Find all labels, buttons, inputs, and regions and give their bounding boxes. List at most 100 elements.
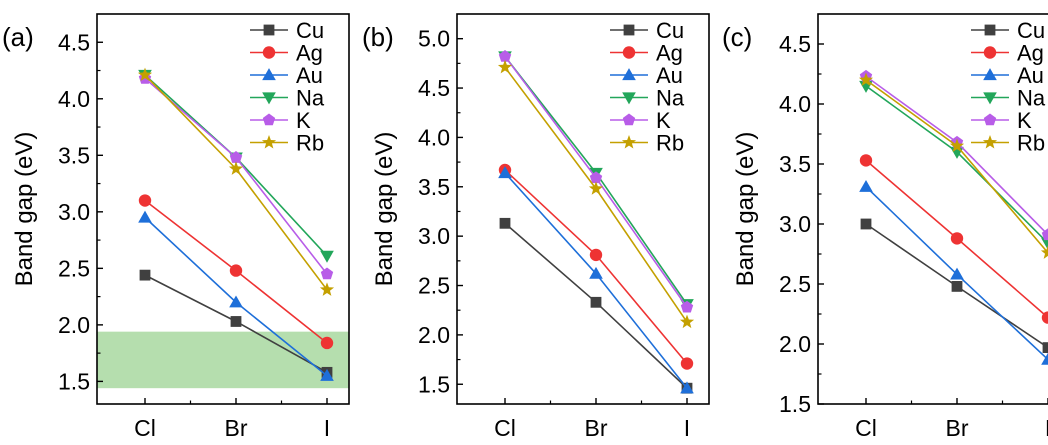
point-ag-i	[320, 336, 334, 350]
point-cu-br	[951, 281, 963, 292]
point-na-i	[1041, 238, 1048, 251]
x-tick-label: Br	[946, 415, 969, 440]
legend-marker-na	[262, 92, 276, 105]
legend-label-au: Au	[296, 63, 323, 88]
point-au-cl	[138, 210, 152, 223]
legend-marker-k	[622, 113, 636, 126]
y-tick-label: 4.5	[779, 31, 811, 57]
series-cu	[860, 218, 1048, 353]
x-tick-label: Br	[225, 415, 248, 440]
y-tick-label: 4.0	[779, 91, 811, 117]
x-tick-label: I	[684, 415, 690, 440]
point-ag-br	[589, 248, 603, 262]
y-tick-label: 2.0	[779, 331, 811, 357]
series-au	[138, 210, 334, 381]
legend-label-ag: Ag	[296, 41, 323, 66]
series-cu	[499, 217, 693, 394]
legend-label-cu: Cu	[656, 18, 684, 43]
legend-marker-cu	[984, 24, 996, 36]
y-axis-label: Band gap (eV)	[11, 132, 38, 287]
series-au	[859, 179, 1048, 365]
x-tick-label: I	[324, 415, 330, 440]
point-cu-i	[1042, 342, 1048, 353]
series-line-ag	[504, 169, 688, 365]
point-au-i	[680, 381, 694, 394]
point-au-br	[950, 267, 964, 280]
panel-a: 1.5 2.0 2.5 3.0 3.5 4.0 4.5 Cl Br I Band gap (eV) (…	[2, 13, 350, 441]
point-au-cl	[498, 166, 512, 179]
panel-label: (b)	[362, 22, 394, 52]
legend-label-na: Na	[1017, 86, 1046, 111]
series-line-au	[504, 172, 688, 389]
x-tick-label: I	[1045, 415, 1048, 440]
point-rb-br	[949, 138, 965, 153]
y-tick-label: 3.0	[58, 199, 90, 225]
x-tick-label: Br	[585, 415, 608, 440]
legend-marker-cu	[623, 24, 635, 36]
legend-label-cu: Cu	[1017, 18, 1045, 43]
point-au-i	[1041, 352, 1048, 365]
point-cu-cl	[139, 269, 151, 281]
y-tick-label: 4.5	[418, 75, 450, 101]
y-tick-label: 1.5	[58, 368, 90, 394]
y-tick-label: 3.5	[418, 174, 450, 200]
y-tick-label: 2.5	[779, 271, 811, 297]
y-tick-label: 4.5	[58, 29, 90, 55]
legend-marker-cu	[263, 24, 275, 36]
y-tick-label: 5.0	[418, 26, 450, 52]
series-rb	[858, 72, 1048, 259]
legend-marker-rb	[621, 135, 637, 149]
series-au	[498, 166, 694, 394]
y-tick-label: 3.0	[779, 211, 811, 237]
panel-c: 1.5 2.0 2.5 3.0 3.5 4.0 4.5 Cl Br I Band gap (eV) (…	[722, 13, 1048, 441]
y-axis-label: Band gap (eV)	[732, 132, 759, 287]
legend-label-ag: Ag	[656, 41, 683, 66]
point-au-br	[589, 266, 603, 279]
series-rb	[497, 59, 695, 329]
y-tick-label: 3.5	[779, 151, 811, 177]
legend-label-au: Au	[1017, 63, 1044, 88]
point-k-i	[1041, 228, 1048, 241]
legend-marker-au	[622, 68, 636, 81]
point-k-br	[229, 151, 243, 163]
legend-label-na: Na	[296, 86, 325, 111]
point-cu-cl	[860, 218, 872, 230]
plot-frame	[817, 13, 1048, 405]
legend-label-rb: Rb	[1017, 131, 1045, 156]
legend-marker-rb	[982, 135, 998, 149]
point-au-cl	[859, 179, 873, 192]
series-k	[498, 49, 694, 313]
legend-label-rb: Rb	[296, 131, 324, 156]
legend-label-rb: Rb	[656, 131, 684, 156]
legend-label-k: K	[296, 108, 311, 133]
legend-label-k: K	[1017, 108, 1032, 133]
legend-marker-ag	[983, 46, 997, 59]
legend-label-ag: Ag	[1017, 41, 1044, 66]
point-rb-i	[319, 282, 335, 296]
y-tick-label: 1.5	[779, 391, 811, 417]
y-axis-label: Band gap (eV)	[371, 132, 398, 287]
legend-marker-au	[262, 68, 276, 81]
point-ag-cl	[859, 154, 873, 167]
point-rb-cl	[858, 72, 874, 87]
point-k-i	[680, 300, 694, 313]
legend-label-na: Na	[656, 86, 685, 111]
point-rb-br	[588, 181, 604, 195]
legend-marker-na	[622, 92, 636, 105]
x-tick-label: Cl	[855, 415, 877, 440]
legend-label-k: K	[656, 108, 671, 133]
point-na-i	[320, 250, 334, 263]
point-ag-i	[1041, 311, 1048, 324]
point-au-br	[229, 295, 243, 308]
legend-marker-au	[983, 68, 997, 81]
legend-marker-na	[983, 92, 997, 105]
series-rb	[137, 67, 335, 296]
y-tick-label: 4.0	[58, 86, 90, 112]
point-ag-i	[680, 357, 694, 370]
point-cu-cl	[499, 217, 511, 229]
series-ag	[498, 163, 694, 370]
point-k-i	[320, 267, 334, 280]
